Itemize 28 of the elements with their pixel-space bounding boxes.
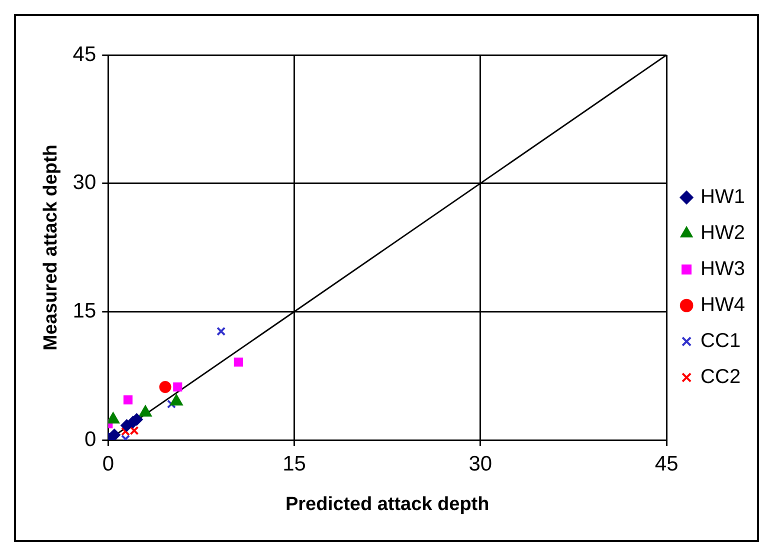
- legend-label: CC2: [700, 366, 741, 388]
- legend-label: HW3: [700, 258, 746, 280]
- point: [234, 358, 243, 367]
- y-tick-label: 45: [72, 42, 96, 66]
- point: [139, 406, 152, 417]
- point: [170, 394, 183, 406]
- y-axis-title: Measured attack depth: [40, 144, 62, 350]
- x-tick-label: 15: [282, 452, 306, 476]
- legend-label: HW1: [700, 186, 746, 208]
- point: [173, 382, 182, 392]
- legend-label: CC1: [700, 330, 741, 352]
- point: [130, 426, 139, 436]
- point: [108, 428, 120, 440]
- x-axis-title: Predicted attack depth: [285, 494, 490, 515]
- point: [108, 412, 120, 424]
- y-tick-label: 30: [72, 171, 96, 194]
- x-tick-label: 45: [654, 452, 678, 476]
- point: [159, 380, 172, 393]
- point: [123, 395, 133, 404]
- point: [216, 326, 226, 336]
- y-tick-label: 15: [72, 299, 96, 322]
- y-tick-label: 0: [84, 428, 96, 451]
- x-tick-label: 0: [102, 452, 114, 476]
- legend-label: HW2: [700, 222, 746, 244]
- x-tick-label: 30: [468, 452, 492, 476]
- legend-label: HW4: [700, 294, 746, 316]
- point: [120, 426, 130, 436]
- point: [166, 400, 176, 409]
